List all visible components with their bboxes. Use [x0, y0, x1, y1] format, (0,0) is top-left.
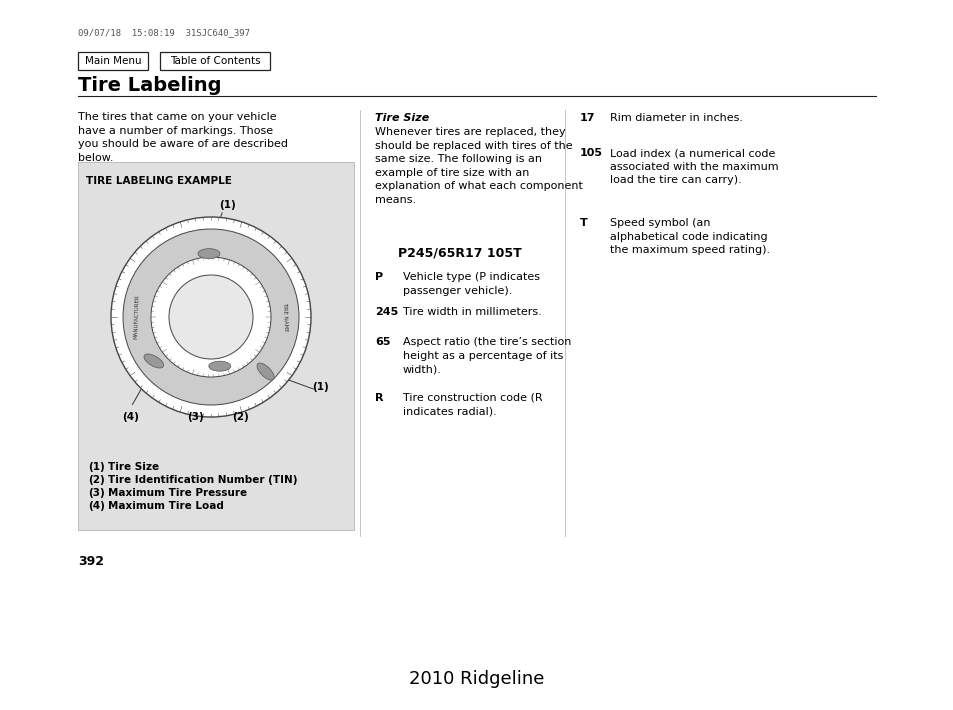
Ellipse shape — [209, 361, 231, 371]
Text: (4): (4) — [122, 412, 139, 422]
Text: 2010 Ridgeline: 2010 Ridgeline — [409, 670, 544, 688]
Text: Tire construction code (R
indicates radial).: Tire construction code (R indicates radi… — [402, 393, 542, 417]
Circle shape — [111, 217, 311, 417]
Text: 105: 105 — [579, 148, 602, 158]
Circle shape — [123, 229, 298, 405]
Text: Maximum Tire Load: Maximum Tire Load — [108, 501, 224, 511]
Text: Speed symbol (an
alphabetical code indicating
the maximum speed rating).: Speed symbol (an alphabetical code indic… — [609, 218, 769, 255]
Text: Load index (a numerical code
associated with the maximum
load the tire can carry: Load index (a numerical code associated … — [609, 148, 778, 185]
Ellipse shape — [198, 248, 220, 258]
Text: Main Menu: Main Menu — [85, 56, 141, 66]
Text: Tire Identification Number (TIN): Tire Identification Number (TIN) — [108, 475, 297, 485]
Text: Aspect ratio (the tire’s section
height as a percentage of its
width).: Aspect ratio (the tire’s section height … — [402, 337, 571, 374]
Text: 392: 392 — [78, 555, 104, 568]
Circle shape — [169, 275, 253, 359]
Ellipse shape — [144, 354, 164, 368]
Text: (1): (1) — [219, 200, 235, 210]
Text: TIRE NAME: TIRE NAME — [282, 302, 288, 332]
Bar — [160, 52, 270, 70]
Text: R: R — [375, 393, 383, 403]
Text: 09/07/18  15:08:19  31SJC640_397: 09/07/18 15:08:19 31SJC640_397 — [78, 28, 250, 37]
Text: 245: 245 — [375, 307, 397, 317]
Text: Tire width in millimeters.: Tire width in millimeters. — [402, 307, 541, 317]
Text: (3): (3) — [88, 488, 105, 498]
Text: (1): (1) — [312, 382, 329, 392]
Text: (1): (1) — [88, 462, 105, 472]
Text: Maximum Tire Pressure: Maximum Tire Pressure — [108, 488, 247, 498]
Text: T: T — [579, 218, 587, 228]
Text: 65: 65 — [375, 337, 390, 347]
Circle shape — [151, 257, 271, 377]
Text: (4): (4) — [88, 501, 105, 511]
Text: 17: 17 — [579, 113, 595, 123]
Bar — [78, 162, 354, 530]
Text: (2): (2) — [88, 475, 105, 485]
Text: Vehicle type (P indicates
passenger vehicle).: Vehicle type (P indicates passenger vehi… — [402, 272, 539, 295]
Text: P: P — [375, 272, 383, 282]
Bar — [78, 52, 148, 70]
Text: (3): (3) — [188, 412, 204, 422]
Text: Whenever tires are replaced, they
should be replaced with tires of the
same size: Whenever tires are replaced, they should… — [375, 127, 582, 205]
Ellipse shape — [256, 363, 274, 380]
Text: (2): (2) — [233, 412, 249, 422]
Text: The tires that came on your vehicle
have a number of markings. Those
you should : The tires that came on your vehicle have… — [78, 112, 288, 163]
Text: Tire Labeling: Tire Labeling — [78, 76, 221, 95]
Text: P245/65R17 105T: P245/65R17 105T — [397, 247, 521, 260]
Text: Rim diameter in inches.: Rim diameter in inches. — [609, 113, 742, 123]
Text: Tire Size: Tire Size — [375, 113, 429, 123]
Text: TIRE LABELING EXAMPLE: TIRE LABELING EXAMPLE — [86, 176, 232, 186]
Text: Tire Size: Tire Size — [108, 462, 159, 472]
Text: MANUFACTURER: MANUFACTURER — [133, 295, 140, 339]
Text: Table of Contents: Table of Contents — [170, 56, 260, 66]
